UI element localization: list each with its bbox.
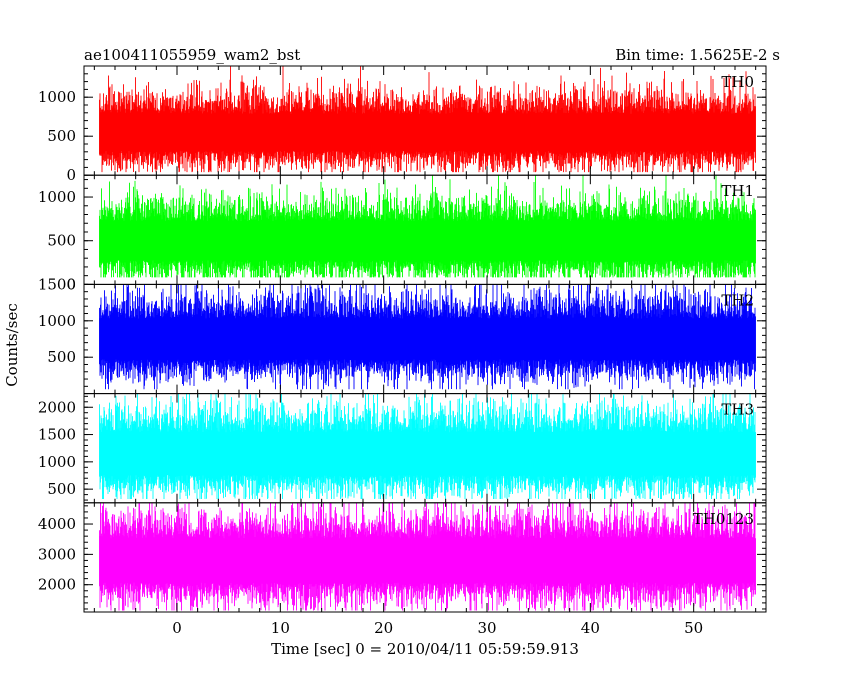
tick-layer [84, 65, 766, 612]
chart-title-left: ae100411055959_wam2_bst [84, 46, 300, 64]
panel-label-th3: TH3 [721, 401, 754, 419]
series-th2 [99, 284, 756, 390]
x-tick-label: 10 [271, 619, 290, 637]
panel-label-th0: TH0 [721, 73, 754, 91]
series-th1 [99, 175, 756, 278]
panel-label-th2: TH2 [721, 291, 754, 309]
x-tick-label: 20 [374, 619, 393, 637]
x-tick-label: 40 [581, 619, 600, 637]
y-tick-label: 1000 [38, 88, 76, 106]
y-tick-label: 1000 [38, 312, 76, 330]
series-th0 [99, 66, 756, 173]
y-tick-label: 1000 [38, 188, 76, 206]
y-tick-label: 1500 [38, 426, 76, 444]
y-tick-label: 0 [66, 166, 76, 184]
series-layer [99, 66, 756, 611]
y-tick-label: 2000 [38, 398, 76, 416]
y-tick-label: 0 [66, 275, 76, 293]
chart-title-right: Bin time: 1.5625E-2 s [615, 46, 780, 64]
label-layer: TH005001000TH105001000TH250010001500TH35… [38, 73, 754, 637]
y-tick-label: 3000 [38, 545, 76, 563]
y-tick-label: 500 [47, 232, 76, 250]
y-tick-label: 500 [47, 127, 76, 145]
y-tick-label: 2000 [38, 576, 76, 594]
x-axis-label: Time [sec] 0 = 2010/04/11 05:59:59.913 [271, 640, 579, 658]
y-tick-label: 500 [47, 480, 76, 498]
y-tick-label: 1000 [38, 453, 76, 471]
x-tick-label: 0 [172, 619, 182, 637]
panel-label-th0123: TH0123 [693, 510, 754, 528]
x-tick-label: 50 [684, 619, 703, 637]
x-tick-label: 30 [477, 619, 496, 637]
y-axis-label: Counts/sec [3, 303, 21, 387]
panel-label-th1: TH1 [721, 182, 754, 200]
series-th3 [99, 393, 756, 499]
y-tick-label: 500 [47, 348, 76, 366]
series-th0123 [99, 502, 756, 611]
y-tick-label: 1500 [38, 275, 76, 293]
y-tick-label: 4000 [38, 515, 76, 533]
